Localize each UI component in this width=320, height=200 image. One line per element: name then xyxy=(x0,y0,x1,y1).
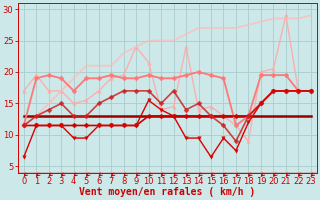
X-axis label: Vent moyen/en rafales ( km/h ): Vent moyen/en rafales ( km/h ) xyxy=(79,187,255,197)
